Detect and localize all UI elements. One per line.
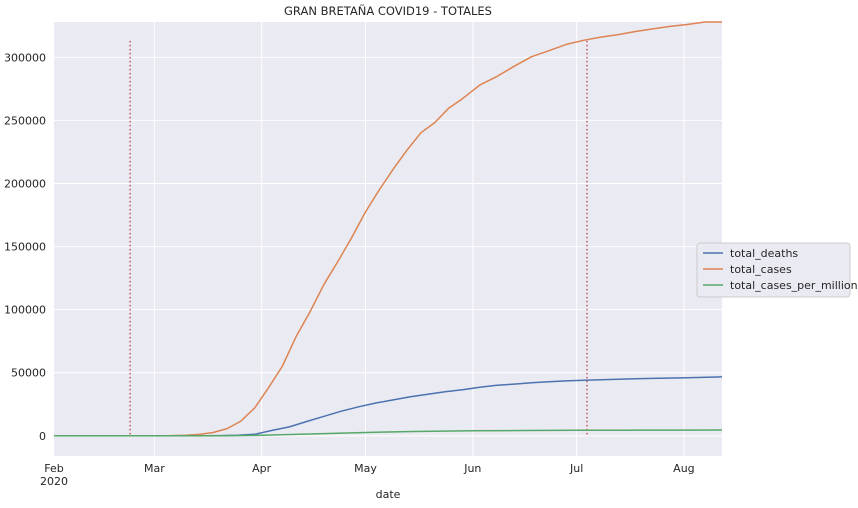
plot-area [54,22,722,456]
y-tick-label: 100000 [4,304,46,317]
y-tick-label: 250000 [4,114,46,127]
x-axis-label: date [376,488,401,501]
y-tick-label: 0 [39,430,46,443]
series-lines [54,21,723,437]
grid [54,22,722,456]
x-tick-sublabel: 2020 [40,475,68,488]
x-tick-label: Jun [463,462,481,475]
y-tick-label: 50000 [11,367,46,380]
x-tick-label: Mar [144,462,165,475]
legend-label: total_cases [730,263,792,276]
chart-title: GRAN BRETAÑA COVID19 - TOTALES [284,3,492,18]
legend: total_deaths total_cases total_cases_per_m… [696,242,858,298]
y-tick-label: 200000 [4,177,46,190]
series-line-total-cases [54,21,722,437]
x-tick-label: May [354,462,377,475]
legend-label: total_cases_per_million [730,279,858,292]
y-tick-label: 300000 [4,51,46,64]
vertical-markers [129,40,588,436]
x-tick-label: Jul [569,462,583,475]
y-axis-ticks: 0 50000 100000 150000 200000 250000 300000 [4,51,46,442]
legend-box [696,242,851,298]
series-line-total-cases-per-million [54,429,723,437]
x-tick-label: Apr [252,462,272,475]
x-tick-label: Feb [44,462,63,475]
legend-label: total_deaths [730,247,798,260]
x-tick-label: Aug [673,462,694,475]
y-tick-label: 150000 [4,241,46,254]
